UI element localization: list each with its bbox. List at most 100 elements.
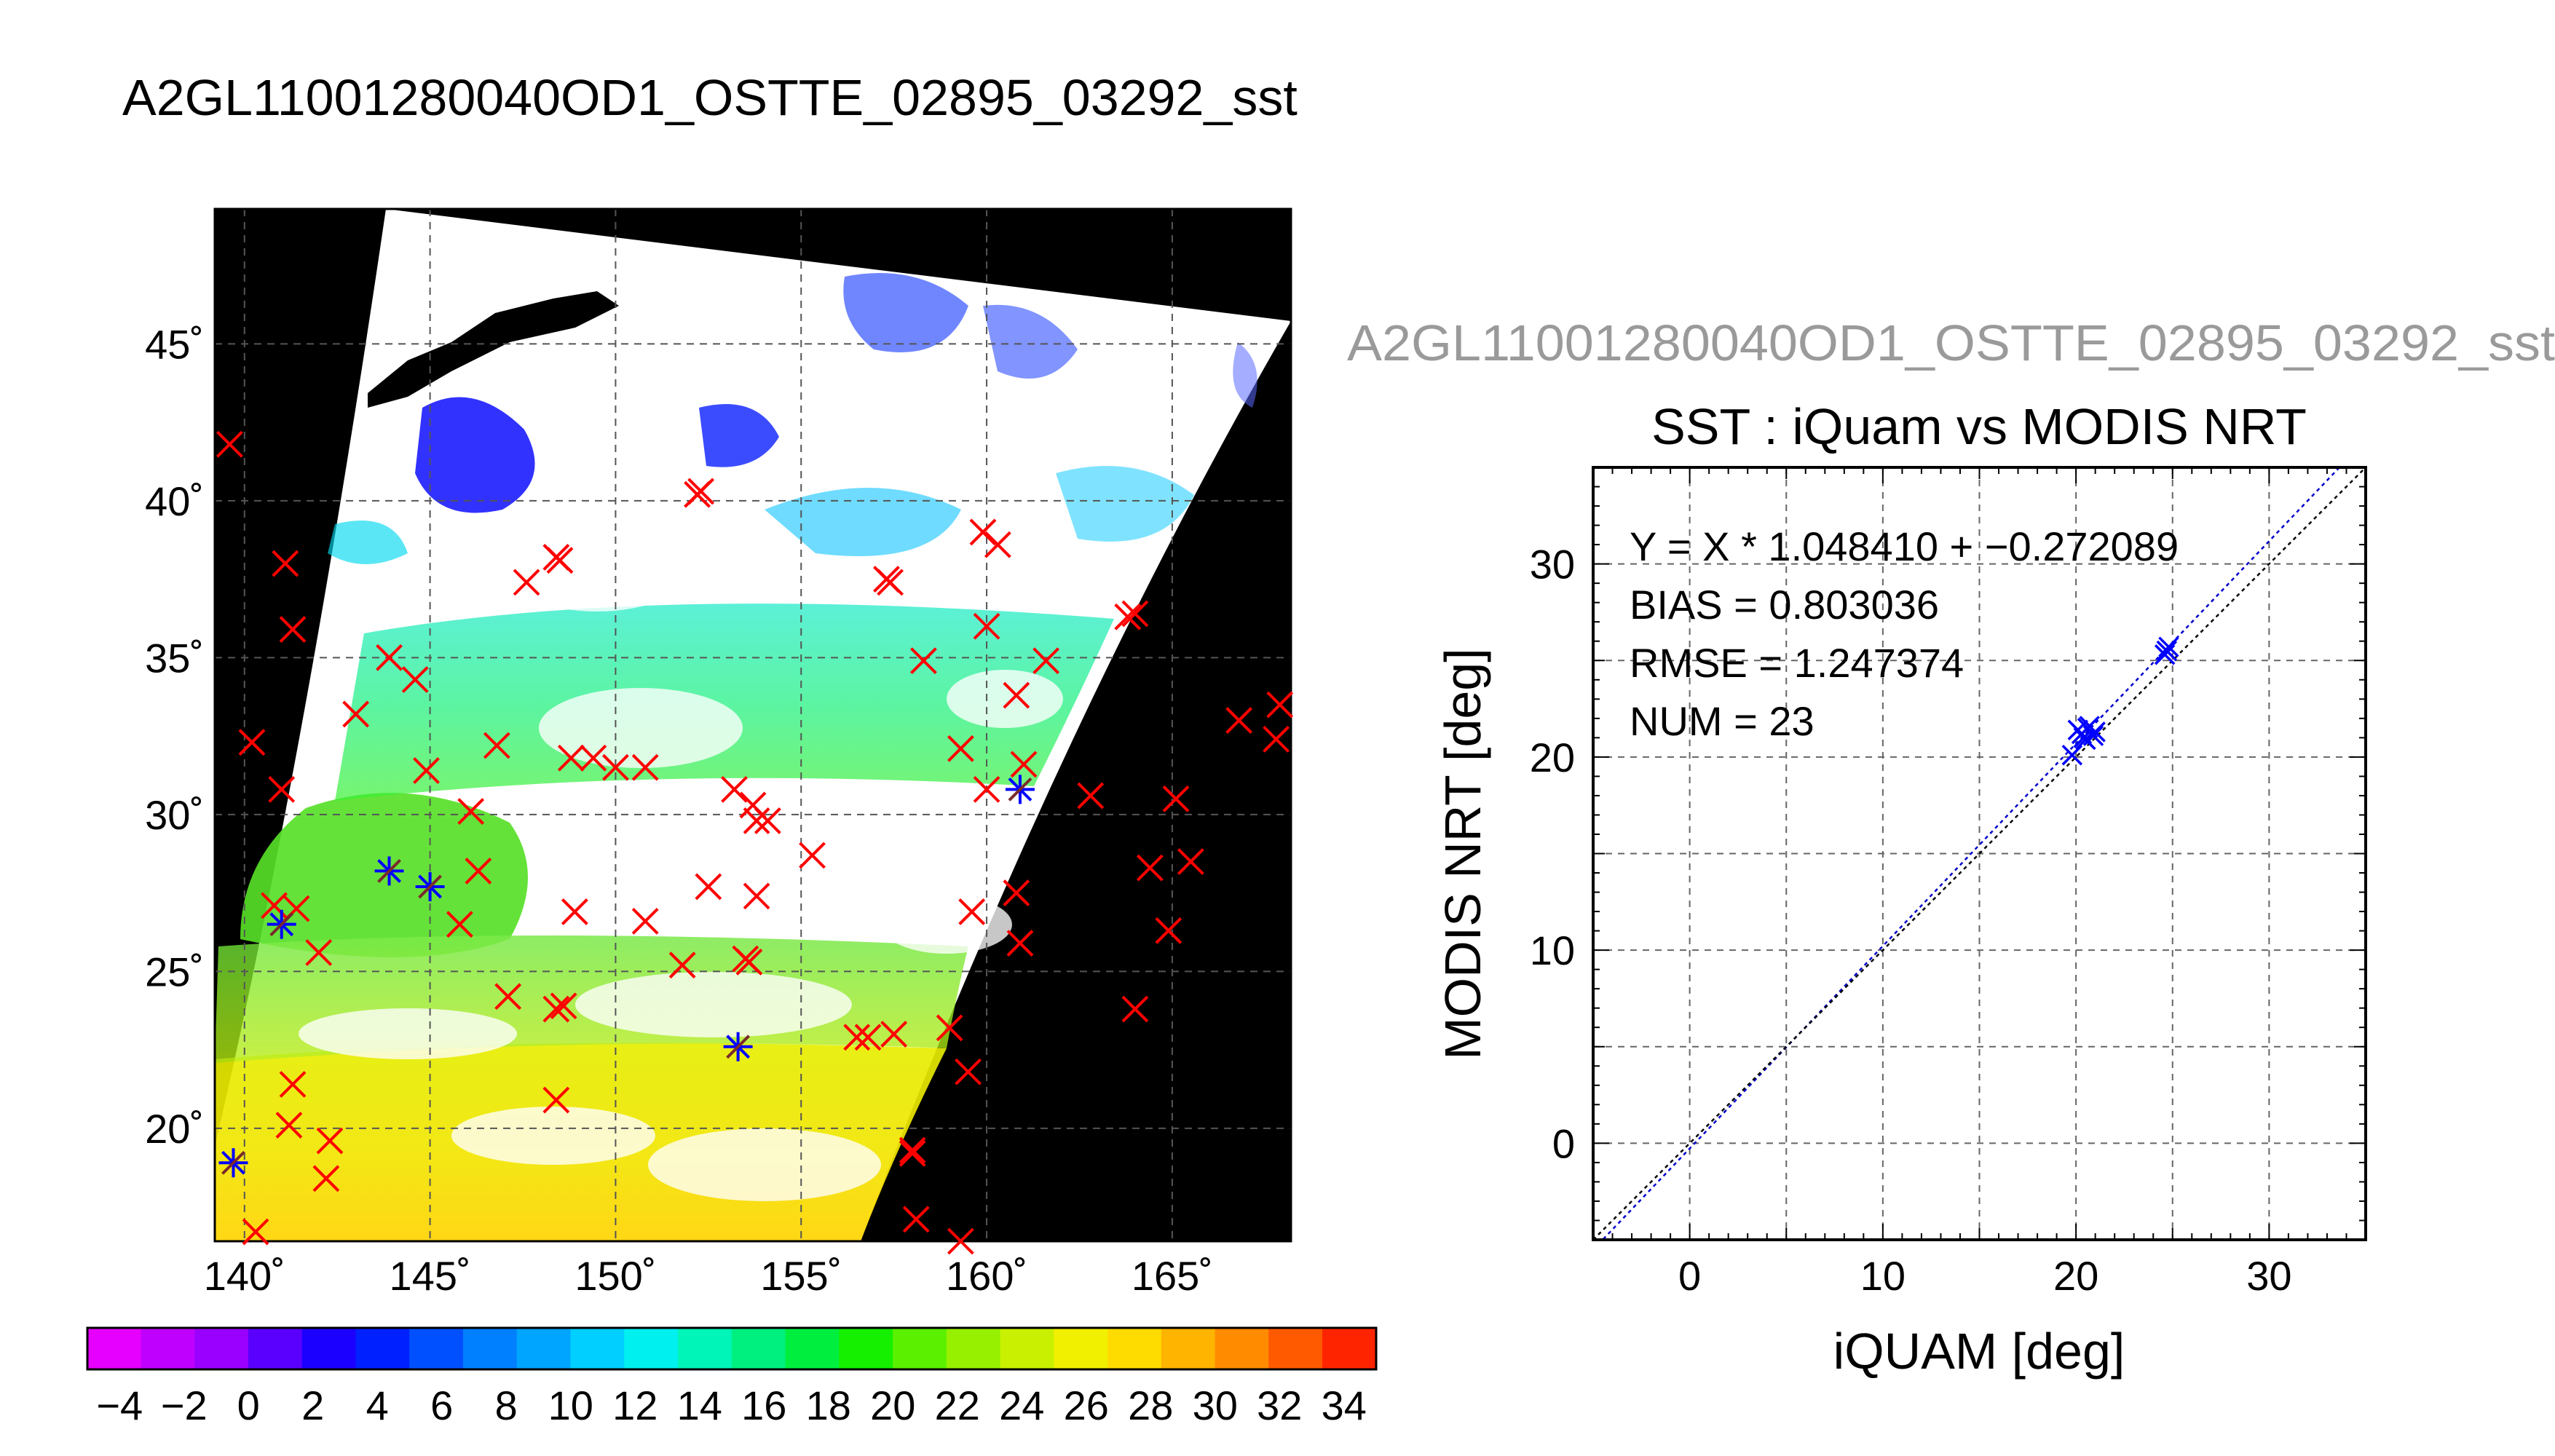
map-cross-marker-stroke-b — [542, 1086, 570, 1114]
map-cross-marker — [743, 807, 770, 834]
map-cross-marker — [1121, 600, 1149, 628]
colorbar-tick-label: 16 — [741, 1382, 786, 1428]
map-cross-marker — [877, 569, 904, 596]
map-cross-marker-stroke-b — [1114, 603, 1142, 630]
scatter-markers — [2061, 636, 2179, 766]
map-cross-marker — [668, 951, 696, 979]
map-cross-marker-stroke-b — [843, 1024, 871, 1051]
map-cross-marker-stroke-b — [1155, 917, 1182, 944]
colorbar-tick-label: 22 — [935, 1382, 980, 1428]
colorbar-segment — [678, 1327, 733, 1370]
map-star-marker — [218, 1148, 248, 1178]
map-cross-marker — [483, 732, 510, 759]
colorbar-segment — [194, 1327, 250, 1370]
map-cross-marker — [1010, 751, 1038, 778]
lon-tick-label: 140˚ — [204, 1253, 285, 1299]
map-cross-marker — [973, 775, 1000, 803]
map-cross-marker-stroke-b — [877, 569, 904, 596]
colorbar-segment — [87, 1327, 142, 1370]
map-cross-marker — [958, 898, 986, 925]
map-cross-marker — [1225, 707, 1253, 734]
regression-line — [1601, 467, 2341, 1240]
stat-fit: Y = X * 1.048410 + −0.272089 — [1630, 523, 2179, 569]
map-cross-marker — [446, 911, 473, 938]
map-cross-marker-stroke-b — [854, 1024, 882, 1051]
map-cross-marker — [973, 612, 1000, 640]
map-cross-marker-stroke-b — [1136, 854, 1164, 882]
scatter-title: SST : iQuam vs MODIS NRT — [1651, 398, 2307, 455]
colorbar-tick-label: 32 — [1257, 1382, 1302, 1428]
map-cross-marker-stroke-b — [1225, 707, 1253, 734]
scatter-point-stroke-b — [2061, 744, 2083, 766]
scatter-point-stroke-b — [2156, 640, 2178, 662]
colorbar-tick-label: 4 — [366, 1382, 389, 1428]
one-to-one-line — [1593, 467, 2366, 1240]
map-cross-marker-stroke-b — [631, 907, 659, 935]
colorbar-tick-label: 28 — [1128, 1382, 1173, 1428]
colorbar-tick-label: 14 — [677, 1382, 722, 1428]
colorbar-segment — [893, 1327, 948, 1370]
map-cross-marker-stroke-b — [242, 1218, 269, 1246]
star-stroke — [269, 912, 294, 937]
lon-tick-label: 165˚ — [1132, 1253, 1213, 1299]
map-cross-marker — [695, 873, 722, 901]
colorbar-segment — [516, 1327, 572, 1370]
colorbar-segment — [1107, 1327, 1163, 1370]
colorbar-tick-label: 0 — [237, 1382, 260, 1428]
map-cross-marker-stroke-b — [668, 951, 696, 979]
map-cross-marker-stroke-b — [1266, 691, 1294, 719]
map-cross-marker-stroke-b — [216, 430, 243, 458]
map-cross-marker — [984, 531, 1011, 558]
map-cross-marker — [557, 744, 585, 772]
map-cross-marker — [754, 807, 781, 834]
colorbar-segments — [87, 1327, 1378, 1370]
colorbar-tick-label: 8 — [495, 1382, 518, 1428]
star-stroke — [726, 1034, 751, 1059]
map-cross-marker-stroke-b — [557, 744, 585, 772]
scatter-point — [2156, 640, 2178, 662]
lon-tick-label: 155˚ — [760, 1253, 842, 1299]
map-cross-marker — [947, 735, 974, 762]
x-tick-label: 10 — [1860, 1253, 1906, 1299]
map-cross-marker-stroke-b — [1121, 600, 1149, 628]
map-cross-marker — [401, 666, 429, 693]
map-cross-marker-stroke-b — [550, 992, 577, 1020]
map-cross-marker-stroke-b — [376, 644, 403, 671]
map-cross-marker-stroke-b — [602, 753, 629, 781]
map-cross-marker — [513, 569, 540, 596]
map-cross-marker — [1006, 930, 1034, 957]
map-cross-marker-stroke-b — [969, 518, 997, 546]
map-cross-marker-stroke-b — [947, 735, 974, 762]
map-panel: 140˚ 145˚ 150˚ 155˚ 160˚ 165˚ 20˚ 25˚ 30˚ 35˚ 40˚ 4… — [145, 207, 1294, 1299]
map-cross-marker-stroke-b — [973, 612, 1000, 640]
map-markers — [216, 430, 1294, 1255]
map-cross-marker — [969, 518, 997, 546]
map-cross-marker — [910, 647, 937, 675]
map-cross-marker — [1032, 647, 1060, 675]
map-cross-marker — [854, 1024, 882, 1051]
map-cross-marker — [899, 1139, 926, 1167]
scatter-point — [2075, 729, 2096, 751]
colorbar-tick-label: 10 — [548, 1382, 593, 1428]
map-cross-marker — [687, 478, 715, 505]
map-cross-marker — [902, 1206, 930, 1233]
stat-bias: BIAS = 0.803036 — [1630, 582, 1939, 628]
colorbar-segment — [1054, 1327, 1109, 1370]
map-cross-marker — [546, 547, 574, 574]
map-cross-marker-stroke-b — [973, 775, 1000, 803]
map-cross-marker — [1114, 603, 1142, 630]
scatter-faded-title: A2GL11001280040OD1_OSTTE_02895_03292_sst — [1347, 314, 2555, 371]
lat-tick-label: 40˚ — [145, 478, 204, 524]
colorbar-segment — [839, 1327, 894, 1370]
map-cross-marker-stroke-b — [721, 775, 748, 803]
colorbar-tick-labels: −4 −2 0 2 4 6 8 10 12 14 16 18 20 22 24 26 28 30 32 34 — [96, 1382, 1367, 1428]
colorbar-segment — [624, 1327, 679, 1370]
map-tick-labels: 140˚ 145˚ 150˚ 155˚ 160˚ 165˚ 20˚ 25˚ 30˚ 35˚ 40˚ 4… — [145, 321, 1213, 1299]
map-cross-marker — [305, 939, 333, 966]
map-cross-marker — [1077, 782, 1105, 810]
map-cross-marker — [1263, 725, 1290, 753]
map-cross-marker-stroke-b — [446, 911, 473, 938]
star-stroke — [221, 1150, 245, 1175]
colorbar-tick-label: 12 — [612, 1382, 657, 1428]
lat-tick-label: 20˚ — [145, 1106, 204, 1152]
